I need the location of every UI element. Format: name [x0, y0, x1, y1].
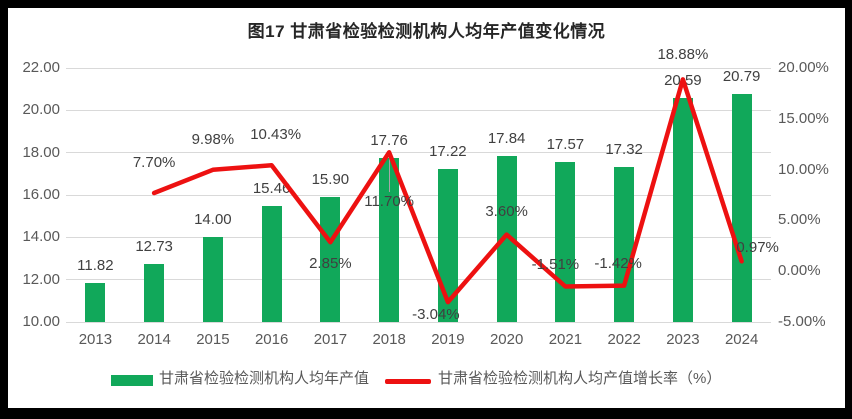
left-axis-tick: 16.00	[22, 186, 60, 203]
line-value-label: -3.04%	[412, 306, 460, 324]
gridline	[66, 321, 771, 323]
x-axis-label: 2017	[313, 331, 348, 348]
bar-value-label: 15.46	[252, 180, 291, 198]
bar-2013	[85, 283, 106, 322]
right-axis-tick: 5.00%	[778, 211, 821, 229]
bar-2016	[261, 206, 282, 322]
x-axis-label: 2024	[724, 331, 759, 348]
right-axis-tick: 20.00%	[778, 59, 829, 76]
line-series-legend-label: 甘肃省检验检测机构人均产值增长率（%）	[438, 370, 722, 387]
gridline	[66, 152, 771, 154]
x-axis-label: 2023	[666, 331, 700, 348]
bar-value-label: 15.90	[311, 171, 350, 189]
bar-2014	[144, 264, 165, 322]
bar-2023	[672, 97, 693, 322]
bar-2024	[731, 93, 752, 322]
line-value-label: 10.43%	[250, 126, 302, 144]
line-value-label: 2.85%	[309, 255, 352, 273]
line-value-label: 0.97%	[736, 239, 779, 257]
line-value-label: 9.98%	[191, 130, 235, 148]
x-axis-label: 2013	[78, 331, 113, 348]
bar-value-label: 17.84	[487, 130, 526, 148]
x-axis-label: 2016	[254, 331, 289, 348]
bar-value-label: 17.76	[370, 131, 408, 149]
gridline	[66, 236, 771, 238]
left-axis-tick: 18.00	[22, 143, 60, 161]
x-axis-label: 2021	[548, 331, 583, 348]
right-axis-tick: 0.00%	[778, 262, 821, 280]
line-value-label: 11.70%	[364, 193, 414, 211]
right-axis-tick: 15.00%	[778, 109, 829, 127]
bar-value-label: 12.73	[135, 238, 173, 256]
bar-value-label: 14.00	[194, 211, 232, 229]
bar-series-legend-swatch	[111, 375, 153, 386]
left-axis-tick: 10.00	[22, 313, 60, 330]
bar-2018	[379, 157, 400, 322]
x-axis-label: 2019	[431, 331, 465, 348]
x-axis-label: 2015	[196, 331, 230, 348]
right-axis-tick: 10.00%	[778, 160, 829, 178]
chart-title: 图17 甘肃省检验检测机构人均年产值变化情况	[247, 22, 606, 41]
bar-value-label: 17.32	[605, 141, 643, 159]
left-axis-tick: 12.00	[22, 270, 60, 288]
chart-panel: 图17 甘肃省检验检测机构人均年产值变化情况 甘肃省检验检测机构人均年产值 甘肃…	[8, 8, 845, 408]
line-value-label: -1.51%	[531, 255, 580, 273]
line-value-label: 7.70%	[132, 153, 176, 171]
x-axis-label: 2018	[372, 331, 406, 348]
line-series-legend-swatch	[385, 379, 431, 384]
gridline	[66, 109, 771, 111]
bar-2020	[496, 156, 517, 322]
growth-rate-line	[151, 77, 744, 305]
right-axis-tick: -5.00%	[778, 313, 826, 330]
x-axis-label: 2014	[137, 331, 171, 348]
x-axis-label: 2020	[489, 331, 524, 348]
left-axis-tick: 20.00	[22, 101, 60, 119]
bar-value-label: 17.22	[429, 143, 467, 161]
left-axis-tick: 22.00	[22, 59, 60, 76]
left-axis-tick: 14.00	[22, 228, 60, 246]
bar-2022	[614, 167, 635, 322]
bar-2017	[320, 197, 341, 322]
bar-value-label: 11.82	[77, 257, 114, 275]
label-leader-line	[389, 156, 391, 193]
line-value-label: 3.60%	[485, 202, 528, 220]
bar-value-label: 17.57	[546, 135, 585, 153]
gridline	[66, 67, 771, 69]
bar-series-legend-label: 甘肃省检验检测机构人均年产值	[159, 370, 370, 387]
gridline	[66, 194, 771, 196]
bar-value-label: 20.79	[722, 67, 761, 85]
line-value-label: 18.88%	[657, 46, 709, 64]
line-value-label: -1.42%	[594, 254, 642, 272]
gridline	[66, 279, 771, 281]
bar-2015	[202, 237, 223, 322]
x-axis-label: 2022	[607, 331, 641, 348]
